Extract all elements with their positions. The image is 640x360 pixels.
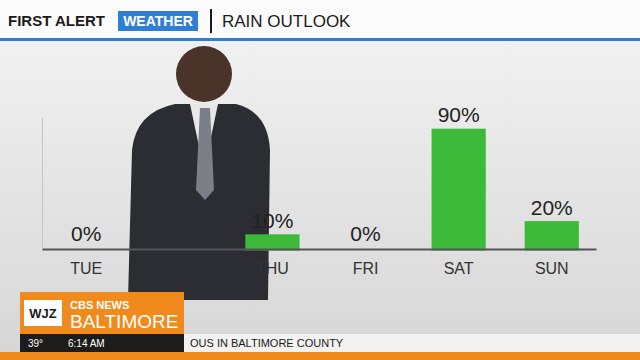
network: CBS NEWS (70, 299, 129, 311)
info-strip (20, 334, 184, 352)
y-axis-line (42, 118, 43, 250)
data-label: 0% (71, 222, 101, 245)
presenter-head (176, 46, 232, 102)
plot-area (247, 130, 578, 249)
call-box (24, 300, 62, 326)
x-tick-label: SUN (535, 260, 569, 277)
brand-tag: WEATHER (123, 13, 193, 29)
data-label: 20% (531, 196, 573, 219)
presenter-body (128, 104, 270, 300)
separator (210, 9, 212, 33)
bar (247, 236, 298, 249)
x-tick-label: THU (256, 260, 289, 277)
x-tick-label: SAT (444, 260, 474, 277)
bottom-band (0, 352, 640, 360)
data-label: 10% (251, 209, 293, 232)
bar (433, 130, 484, 249)
brand-tag-box (118, 11, 198, 31)
time: 6:14 AM (68, 338, 105, 349)
x-axis-line (43, 249, 597, 251)
x-tick: SUN (535, 249, 569, 277)
x-tick: TUE (70, 249, 102, 277)
presenter-tie (196, 108, 214, 200)
header-bar (0, 0, 640, 38)
header-rule (0, 38, 640, 41)
bar (526, 223, 577, 249)
x-tick-label: TUE (70, 260, 102, 277)
temperature: 39° (28, 338, 43, 349)
call-sign: WJZ (29, 306, 57, 321)
background (0, 0, 640, 360)
y-axis (42, 118, 43, 250)
city: BALTIMORE (70, 311, 178, 332)
presenter (128, 46, 270, 300)
data-label: 90% (438, 103, 480, 126)
x-tick: THU (256, 249, 289, 277)
x-axis: TUE THU FRI SAT SUN (43, 249, 597, 277)
logo-box (20, 292, 184, 334)
ticker: OUS IN BALTIMORE COUNTY (190, 337, 344, 349)
title: RAIN OUTLOOK (222, 12, 351, 31)
x-tick: FRI (353, 249, 379, 277)
brand: FIRST ALERT (8, 12, 105, 29)
x-tick: SAT (444, 249, 474, 277)
data-label: 0% (350, 222, 380, 245)
ticker-box (184, 334, 640, 352)
x-tick-label: FRI (353, 260, 379, 277)
